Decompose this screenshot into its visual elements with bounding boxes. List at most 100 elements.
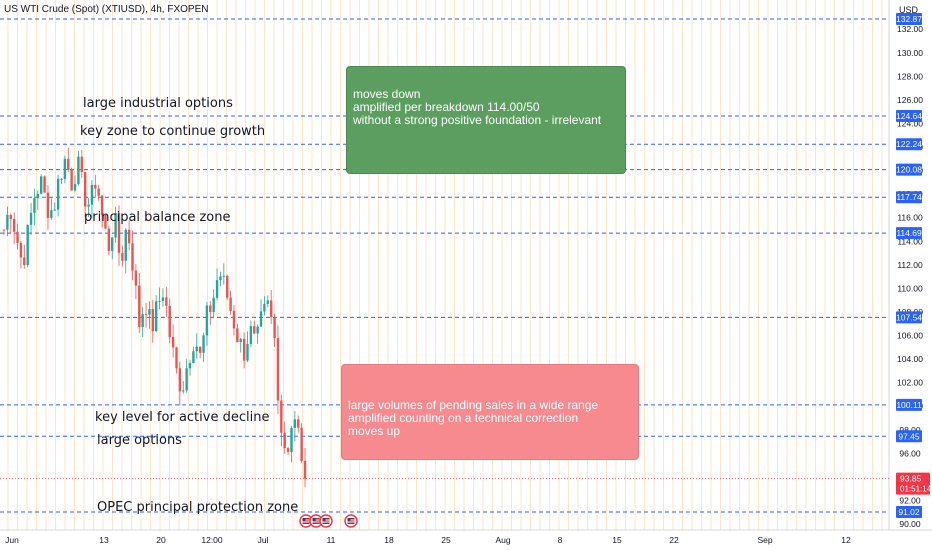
time-tick-label: 13 — [99, 535, 109, 545]
candle — [26, 224, 29, 268]
zone-label-industrial-options: large industrial options — [83, 96, 233, 111]
candle — [209, 301, 212, 325]
candle-body — [56, 178, 60, 210]
candle-body — [202, 335, 205, 353]
candle — [229, 290, 232, 315]
candle-body — [192, 351, 195, 364]
us-flag-event-icon[interactable] — [299, 514, 313, 528]
candle — [50, 198, 53, 220]
candle-body — [269, 300, 273, 318]
level-price-label-bg — [896, 227, 922, 240]
candle-body — [219, 276, 222, 281]
candle — [138, 273, 141, 333]
candle-body — [273, 317, 276, 339]
time-tick-label: 22 — [669, 535, 679, 545]
candle-body — [266, 300, 269, 304]
price-tick-label: 96.00 — [899, 448, 921, 458]
candle — [9, 213, 12, 233]
candle-body — [151, 309, 155, 332]
level-price-label: 132.87 — [896, 14, 922, 24]
candle — [33, 188, 36, 226]
candle — [46, 185, 50, 230]
candle — [256, 324, 259, 344]
candle — [242, 332, 246, 369]
green-annotation-box[interactable]: moves down amplified per breakdown 114.0… — [346, 66, 626, 174]
zone-label-opec-protection: OPEC principal protection zone — [97, 500, 299, 515]
candle-body — [40, 176, 43, 194]
candle-body — [107, 228, 111, 251]
red-annotation-box[interactable]: large volumes of pending sales in a wide… — [341, 364, 639, 460]
candle — [165, 286, 168, 317]
price-tick-label: 128.00 — [897, 71, 923, 81]
candle-body — [222, 275, 226, 277]
candle-body — [77, 156, 80, 185]
candle — [303, 448, 307, 488]
candle — [188, 360, 192, 376]
level-price-label: 120.08 — [896, 165, 922, 175]
candle — [192, 346, 195, 364]
candle-body — [67, 158, 70, 171]
level-price-label: 100.11 — [896, 400, 922, 410]
candle — [134, 264, 138, 300]
price-tick-label: 116.00 — [897, 213, 923, 223]
candle — [67, 147, 70, 172]
level-price-label-bg — [896, 398, 922, 411]
candle-body — [16, 231, 19, 243]
flag-stripes — [312, 518, 320, 524]
candle-body — [104, 215, 107, 229]
us-flag-event-icon[interactable] — [319, 514, 333, 528]
candle — [161, 288, 165, 307]
candle — [168, 298, 171, 344]
price-tick-label: 124.00 — [897, 118, 923, 128]
candle — [107, 225, 111, 256]
candle — [239, 337, 242, 353]
candle-body — [90, 184, 94, 205]
candle-body — [131, 243, 134, 271]
candle — [232, 305, 236, 336]
price-tick-label: 110.00 — [897, 283, 923, 293]
flag-canton — [347, 518, 351, 521]
flag-white-stripe — [322, 521, 330, 523]
candle — [283, 421, 286, 454]
candle-body — [12, 218, 16, 232]
candle-body — [141, 314, 144, 328]
candle — [286, 446, 290, 455]
candle — [97, 184, 100, 201]
time-tick-label: 20 — [156, 535, 166, 545]
flag-white-stripe — [302, 519, 310, 521]
candle-body — [161, 297, 165, 302]
candle — [171, 324, 175, 358]
level-price-label-bg — [896, 430, 922, 443]
time-tick-label: Aug — [495, 535, 510, 545]
price-tick-label: 102.00 — [897, 378, 923, 388]
candle — [40, 174, 43, 195]
us-flag-event-icon[interactable] — [309, 514, 323, 528]
candle — [178, 361, 182, 406]
candle — [273, 313, 276, 347]
price-tick-label: 112.00 — [897, 260, 923, 270]
candle-body — [19, 242, 23, 258]
candle — [185, 358, 188, 393]
candle — [144, 303, 148, 328]
candle — [114, 206, 117, 243]
current-price-label-bg — [896, 472, 930, 495]
candle — [215, 268, 219, 301]
level-price-label: 117.74 — [896, 192, 922, 202]
candle — [53, 202, 56, 211]
candle — [219, 271, 222, 287]
us-flag-event-icon[interactable] — [344, 514, 358, 528]
current-price-label: 93.85 — [900, 474, 922, 484]
candle-body — [168, 305, 171, 338]
flag-stripes — [347, 518, 355, 524]
flag-white-stripe — [312, 521, 320, 523]
candle-body — [229, 297, 232, 311]
level-price-label-bg — [896, 506, 922, 518]
candle — [154, 295, 158, 333]
candle-body — [94, 184, 97, 189]
candle-body — [236, 328, 239, 343]
candle — [148, 301, 151, 329]
candle — [16, 223, 19, 250]
candle — [56, 174, 60, 217]
price-tick-label: 114.00 — [897, 236, 923, 246]
candle — [212, 289, 215, 318]
